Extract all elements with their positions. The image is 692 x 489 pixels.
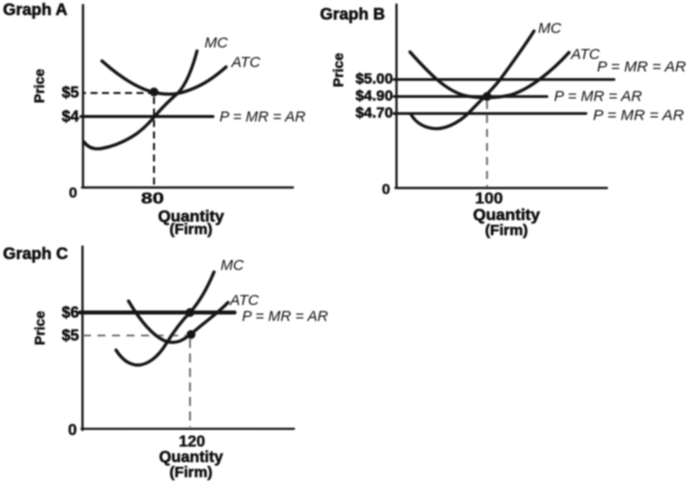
svg-text:$5: $5	[62, 85, 80, 102]
svg-text:$4.90: $4.90	[355, 88, 393, 105]
svg-text:Graph B: Graph B	[320, 6, 385, 24]
svg-text:$5.00: $5.00	[355, 71, 393, 88]
svg-text:0: 0	[68, 422, 77, 439]
svg-text:Quantity: Quantity	[473, 207, 540, 224]
svg-text:Price: Price	[32, 311, 48, 345]
svg-text:Graph A: Graph A	[3, 1, 68, 19]
svg-text:$6: $6	[62, 305, 80, 322]
svg-text:Price: Price	[330, 53, 346, 87]
svg-text:$4.70: $4.70	[355, 105, 393, 122]
svg-text:120: 120	[179, 434, 206, 451]
svg-text:80: 80	[141, 191, 164, 208]
svg-text:ATC: ATC	[231, 54, 261, 71]
svg-text:(Firm): (Firm)	[170, 222, 213, 238]
svg-text:P = MR = AR: P = MR = AR	[593, 107, 684, 124]
svg-text:Quantity: Quantity	[158, 209, 224, 226]
svg-text:(Firm): (Firm)	[170, 465, 213, 481]
svg-text:Quantity: Quantity	[159, 449, 223, 466]
svg-text:ATC: ATC	[570, 46, 600, 63]
svg-text:P = MR = AR: P = MR = AR	[597, 59, 686, 76]
svg-text:100: 100	[475, 191, 503, 208]
svg-text:ATC: ATC	[229, 292, 259, 309]
svg-text:MC: MC	[538, 20, 561, 37]
svg-text:(Firm): (Firm)	[485, 223, 528, 239]
svg-text:$5: $5	[62, 328, 80, 345]
svg-text:0: 0	[382, 181, 390, 198]
svg-text:P = MR = AR: P = MR = AR	[242, 308, 328, 325]
svg-text:$4: $4	[62, 109, 80, 126]
svg-text:MC: MC	[221, 257, 244, 274]
svg-text:Graph C: Graph C	[3, 245, 68, 263]
svg-text:0: 0	[69, 185, 77, 202]
svg-text:P = MR = AR: P = MR = AR	[554, 88, 642, 105]
svg-text:P = MR = AR: P = MR = AR	[220, 109, 306, 126]
svg-text:MC: MC	[205, 35, 228, 52]
svg-text:Price: Price	[31, 69, 47, 103]
